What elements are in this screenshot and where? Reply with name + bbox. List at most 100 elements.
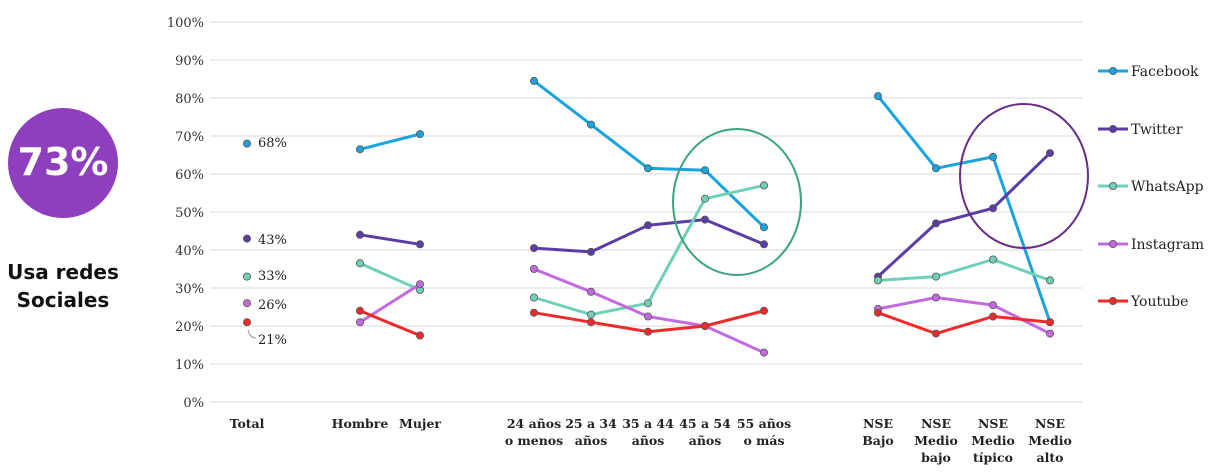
data-point-twitter (644, 221, 653, 230)
label-leader-line (247, 329, 257, 339)
series-line-facebook (876, 94, 1052, 324)
badge-caption-line2: Sociales (16, 288, 110, 312)
legend-label: Youtube (1130, 294, 1188, 310)
data-point-instagram (242, 299, 251, 308)
data-point-whatsapp (644, 299, 653, 308)
x-tick-label: 55 años (737, 416, 791, 431)
data-point-twitter (355, 230, 364, 239)
total-value-label: 68% (258, 136, 287, 151)
x-tick-label: Bajo (862, 433, 894, 448)
data-point-whatsapp (1046, 276, 1055, 285)
x-tick-label: 25 a 34 (565, 416, 617, 431)
data-point-whatsapp (701, 194, 710, 203)
total-value-label: 21% (258, 333, 287, 348)
y-tick-label: 100% (167, 16, 204, 31)
data-point-whatsapp (760, 181, 769, 190)
series-line-instagram (532, 267, 766, 355)
y-tick-label: 40% (175, 244, 204, 259)
data-point-instagram (587, 287, 596, 296)
data-point-youtube (932, 329, 941, 338)
y-tick-label: 90% (175, 54, 204, 69)
series-line-instagram (876, 296, 1052, 336)
data-point-facebook (415, 130, 424, 139)
total-value-label: 26% (258, 298, 287, 313)
total-value-label: 43% (258, 233, 287, 248)
data-point-youtube (587, 318, 596, 327)
data-point-instagram (530, 264, 539, 273)
x-tick-label: bajo (921, 450, 951, 465)
data-point-whatsapp (932, 272, 941, 281)
data-point-whatsapp (874, 276, 883, 285)
highlight-ellipse (959, 103, 1089, 249)
data-point-facebook (530, 76, 539, 85)
data-point-twitter (530, 244, 539, 253)
legend-label: WhatsApp (1131, 179, 1204, 195)
y-tick-label: 80% (175, 92, 204, 107)
series-line-youtube (876, 311, 1052, 336)
data-point-twitter (415, 240, 424, 249)
data-point-instagram (355, 318, 364, 327)
data-point-twitter (932, 219, 941, 228)
data-point-youtube (874, 308, 883, 317)
data-point-facebook (242, 139, 251, 148)
data-point-whatsapp (989, 255, 998, 264)
data-point-whatsapp (242, 272, 251, 281)
data-point-instagram (644, 312, 653, 321)
data-point-youtube (530, 308, 539, 317)
x-tick-label: o más (743, 433, 784, 448)
highlight-ellipse (672, 128, 802, 276)
x-tick-label: años (632, 433, 665, 448)
data-point-twitter (242, 234, 251, 243)
data-point-youtube (989, 312, 998, 321)
x-tick-label: Total (230, 416, 265, 431)
x-tick-label: años (689, 433, 722, 448)
data-point-twitter (701, 215, 710, 224)
x-tick-label: o menos (505, 433, 563, 448)
y-tick-label: 10% (175, 358, 204, 373)
legend-swatch-marker (1109, 67, 1118, 76)
data-point-youtube (701, 321, 710, 330)
total-value-label: 33% (258, 269, 287, 284)
y-tick-label: 0% (183, 396, 204, 411)
data-point-facebook (874, 92, 883, 101)
data-point-facebook (989, 152, 998, 161)
data-point-twitter (1046, 149, 1055, 158)
y-tick-label: 20% (175, 320, 204, 335)
data-point-instagram (760, 348, 769, 357)
data-point-instagram (989, 301, 998, 310)
x-tick-label: 45 a 54 (679, 416, 731, 431)
x-tick-label: NSE (1035, 416, 1065, 431)
data-point-whatsapp (587, 310, 596, 319)
data-point-facebook (587, 120, 596, 129)
data-point-youtube (760, 306, 769, 315)
data-point-facebook (701, 166, 710, 175)
x-tick-label: Hombre (332, 416, 389, 431)
legend-label: Instagram (1131, 237, 1204, 253)
legend-swatch-marker (1109, 296, 1118, 305)
x-tick-label: Medio (914, 433, 958, 448)
data-point-youtube (415, 331, 424, 340)
data-point-facebook (355, 145, 364, 154)
x-tick-label: Medio (1028, 433, 1072, 448)
series-line-twitter (876, 151, 1052, 279)
legend-swatch-marker (1109, 181, 1118, 190)
data-point-facebook (644, 164, 653, 173)
badge-caption-line1: Usa redes (7, 260, 119, 284)
series-line-whatsapp (358, 261, 422, 292)
x-tick-label: 35 a 44 (622, 416, 674, 431)
badge-value: 73% (17, 140, 109, 184)
y-tick-label: 30% (175, 282, 204, 297)
data-point-facebook (760, 223, 769, 232)
data-point-youtube (1046, 318, 1055, 327)
usa-redes-badge: 73% Usa redes Sociales (7, 108, 119, 312)
data-point-instagram (415, 280, 424, 289)
series-line-whatsapp (876, 258, 1052, 282)
legend-label: Twitter (1131, 122, 1183, 138)
x-tick-label: NSE (921, 416, 951, 431)
y-tick-label: 70% (175, 130, 204, 145)
data-point-twitter (989, 204, 998, 213)
x-tick-label: NSE (978, 416, 1008, 431)
legend-swatch-marker (1109, 125, 1118, 134)
data-point-twitter (587, 247, 596, 256)
